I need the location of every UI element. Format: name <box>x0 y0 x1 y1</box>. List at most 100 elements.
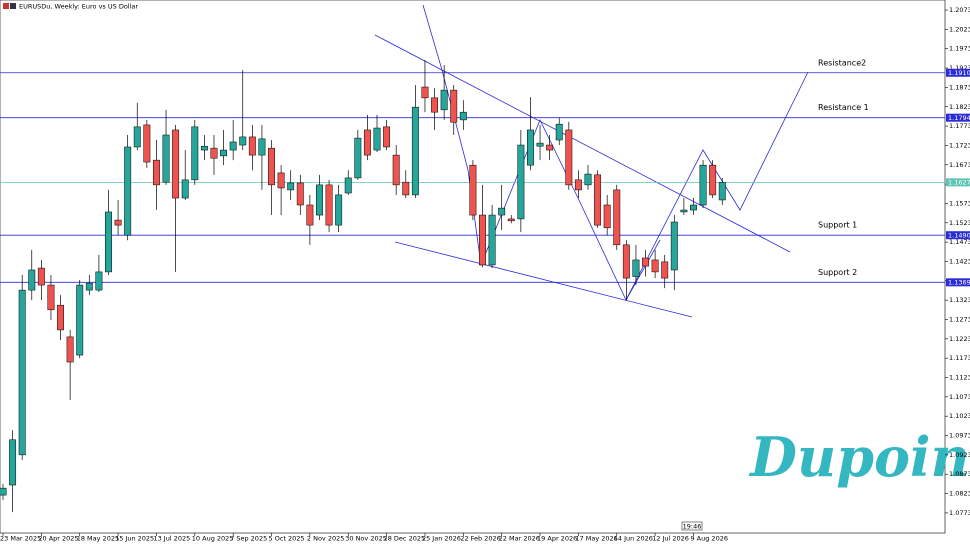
candle-body <box>651 259 659 273</box>
y-tick-label: 1.12230 <box>949 335 970 343</box>
candle-body <box>316 184 323 216</box>
y-tick-label: 1.16730 <box>949 161 970 169</box>
y-tick-label: 1.11730 <box>949 354 970 362</box>
level-price: 1.13691 <box>948 279 970 287</box>
candle-body <box>584 173 592 186</box>
level-name: Resistance 1 <box>818 103 869 112</box>
level-price: 1.16275 <box>948 179 970 187</box>
level-name: Resistance2 <box>818 58 866 67</box>
x-tick-label: 22 Feb 2026 <box>460 535 500 543</box>
candle-body <box>47 284 55 311</box>
y-tick-label: 1.15230 <box>949 219 970 227</box>
candle-body <box>642 257 649 267</box>
x-tick-label: 19 Apr 2026 <box>537 535 577 543</box>
title-block: EURUSDu, Weekly: Euro vs US Dollar <box>3 3 138 11</box>
icon <box>3 3 9 9</box>
x-tick-label: 20 Apr 2025 <box>38 535 78 543</box>
candle-body <box>57 304 64 331</box>
candle-body <box>613 189 621 246</box>
candle-body <box>181 179 189 199</box>
candle-body <box>248 136 256 156</box>
candle-body <box>325 184 333 226</box>
candle-body <box>306 204 314 226</box>
candle-body <box>172 129 180 199</box>
y-tick-label: 1.19230 <box>949 64 970 72</box>
candle-body <box>162 134 170 183</box>
y-tick-label: 1.08730 <box>949 470 970 478</box>
candle-body <box>383 126 391 148</box>
level-box <box>946 231 970 240</box>
candle-body <box>488 214 496 266</box>
candle-body <box>555 123 563 141</box>
candle-body <box>680 209 688 213</box>
y-tick-label: 1.17730 <box>949 122 970 130</box>
level-box <box>946 278 970 287</box>
y-tick-label: 1.14730 <box>949 238 970 246</box>
candle-body <box>133 126 141 148</box>
candle-body <box>229 141 237 151</box>
candle-body <box>517 144 525 220</box>
candle-body <box>498 207 506 216</box>
y-tick-label: 1.18730 <box>949 83 970 91</box>
candle-body <box>536 142 544 147</box>
watermark: Dupoin <box>748 425 970 489</box>
y-tick-label: 1.15730 <box>949 199 970 207</box>
candle-body <box>335 194 343 226</box>
candle-body <box>699 164 707 206</box>
x-tick-label: 13 Jul 2025 <box>153 535 190 543</box>
candle-body <box>507 218 515 222</box>
candle-body <box>210 147 218 159</box>
time-label: 19:46 <box>683 523 702 531</box>
x-tick-label: 30 Nov 2025 <box>345 535 387 543</box>
channel-lower <box>394 241 693 318</box>
level-box <box>946 178 970 187</box>
trend-segment <box>625 239 661 301</box>
candle-body <box>85 282 93 291</box>
candle-body <box>76 284 84 356</box>
candle-body <box>268 147 275 186</box>
candle-body <box>124 146 132 236</box>
candle-body <box>709 164 717 196</box>
candle-body <box>363 129 371 156</box>
x-tick-label: 12 Jul 2026 <box>652 535 689 543</box>
y-tick-label: 1.07730 <box>949 509 970 517</box>
candle-body <box>527 129 534 166</box>
x-tick-label: 18 May 2025 <box>77 535 119 543</box>
candle-body <box>469 164 477 216</box>
candle-body <box>574 179 582 191</box>
y-tick-label: 1.10230 <box>949 412 970 420</box>
candle-body <box>143 124 151 163</box>
candle-body <box>258 138 266 156</box>
level-price: 1.14909 <box>948 232 970 240</box>
candle-body <box>277 172 285 189</box>
candle-body <box>622 244 630 279</box>
y-tick-label: 1.18230 <box>949 103 970 111</box>
candle-body <box>152 159 160 186</box>
plot-frame <box>0 0 946 534</box>
x-tick-label: 14 Jun 2026 <box>614 535 653 543</box>
candle-body <box>239 136 247 146</box>
y-tick-label: 1.14230 <box>949 257 970 265</box>
y-tick-label: 1.08230 <box>949 490 970 498</box>
x-tick-label: 22 Mar 2026 <box>499 535 540 543</box>
candle-body <box>114 219 122 226</box>
candle-body <box>344 177 352 194</box>
y-tick-label: 1.20730 <box>949 6 970 14</box>
candle-body <box>546 144 554 151</box>
level-name: Support 1 <box>818 221 857 230</box>
x-tick-label: 28 Dec 2025 <box>384 535 426 543</box>
candle-body <box>373 127 381 151</box>
y-tick-label: 1.12730 <box>949 315 970 323</box>
x-tick-label: 5 Oct 2025 <box>269 535 305 543</box>
candle-body <box>105 211 112 273</box>
y-tick-label: 1.19730 <box>949 45 970 53</box>
y-tick-label: 1.13230 <box>949 296 970 304</box>
x-tick-label: 25 Jan 2026 <box>422 535 461 543</box>
x-tick-label: 2 Nov 2025 <box>307 535 345 543</box>
candle-body <box>95 271 103 291</box>
x-tick-label: 17 May 2026 <box>575 535 617 543</box>
candle-body <box>9 439 17 486</box>
level-price: 1.19109 <box>948 69 970 77</box>
